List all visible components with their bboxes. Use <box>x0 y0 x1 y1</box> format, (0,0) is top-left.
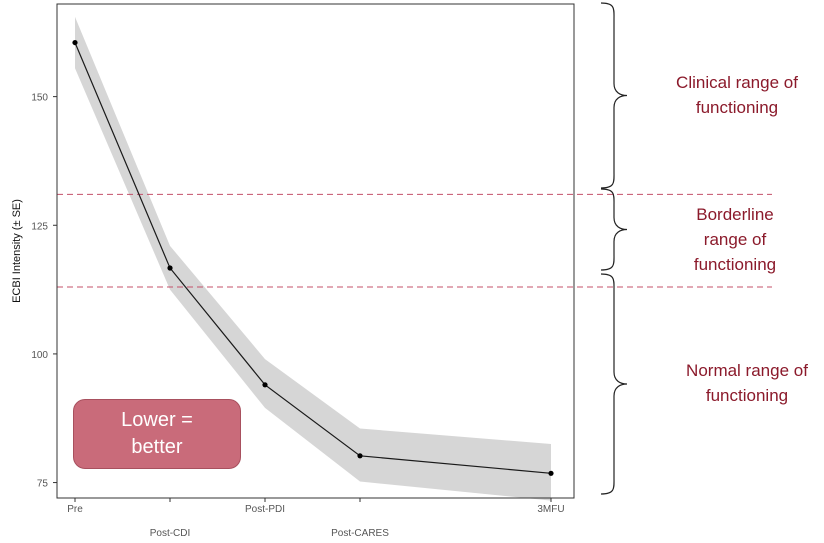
y-tick-label-1: 100 <box>31 350 48 361</box>
normal-range-brace <box>600 273 628 495</box>
x-tick-label-1: Post-CDI <box>150 528 191 539</box>
x-tick-label-4: 3MFU <box>537 504 564 515</box>
normal-range-label: Normal range of functioning <box>686 361 808 405</box>
y-tick-label-3: 150 <box>31 93 48 104</box>
y-axis-title: ECBI Intensity (± SE) <box>11 199 23 303</box>
clinical-range-brace <box>600 2 628 189</box>
borderline-range-label: Borderline range of functioning <box>693 205 777 274</box>
plot-frame <box>56 3 575 499</box>
data-point-2 <box>262 382 268 388</box>
y-tick-label-0: 75 <box>37 479 49 490</box>
x-tick-label-3: Post-CARES <box>331 528 389 539</box>
lower-is-better-callout: Lower = better <box>73 399 241 469</box>
x-tick-label-0: Pre <box>67 504 83 515</box>
y-tick-label-2: 125 <box>31 221 48 232</box>
se-band <box>75 16 551 501</box>
data-point-3 <box>357 453 363 459</box>
borderline-range-brace <box>600 188 628 271</box>
data-point-4 <box>548 470 554 476</box>
data-point-0 <box>72 39 78 46</box>
clinical-range-label: Clinical range of functioning <box>676 73 798 117</box>
data-point-1 <box>167 265 173 271</box>
x-tick-label-2: Post-PDI <box>245 504 285 515</box>
